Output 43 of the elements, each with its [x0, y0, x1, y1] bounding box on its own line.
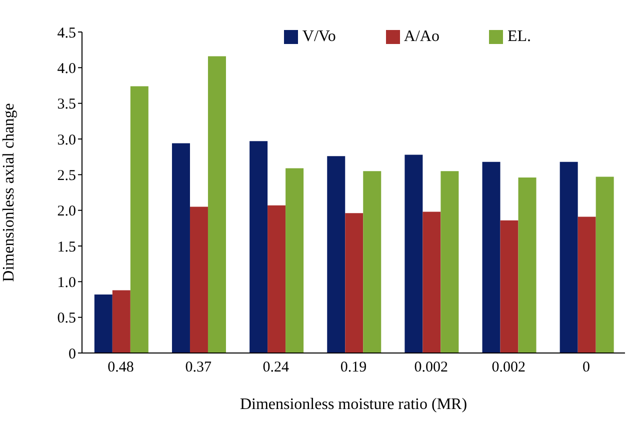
y-tick-label: 4.0: [57, 60, 76, 77]
y-tick-label: 4.5: [57, 25, 76, 42]
bar: [130, 86, 148, 353]
bar: [440, 171, 459, 353]
y-tick-label: 0: [68, 346, 76, 362]
bar: [190, 206, 208, 353]
legend-label: A/Ao: [404, 28, 440, 45]
x-tick-label: 0.48: [108, 360, 134, 376]
x-tick-label: 0.002: [492, 360, 526, 376]
x-axis-title: Dimensionless moisture ratio (MR): [240, 396, 468, 413]
y-tick-label: 1.0: [57, 274, 76, 291]
y-tick-label: 2.0: [57, 204, 76, 220]
y-tick-label: 2.5: [57, 168, 76, 184]
x-tick-label: 0.002: [414, 360, 448, 376]
bar: [560, 162, 578, 353]
bar: [268, 205, 286, 353]
legend-label: EL.: [507, 28, 531, 45]
bar: [345, 213, 364, 353]
bar: [518, 178, 536, 353]
bar: [250, 141, 268, 353]
y-tick-label: 1.5: [57, 239, 76, 256]
y-tick-label: 0.5: [57, 310, 76, 327]
bar: [94, 294, 112, 353]
bar: [578, 216, 596, 353]
y-tick-label: 3.0: [57, 132, 76, 148]
x-tick-label: 0.19: [340, 360, 367, 376]
bar: [404, 154, 423, 353]
x-tick-label: 0.37: [185, 360, 212, 376]
bar: [172, 143, 190, 353]
x-tick-label: 0: [582, 360, 590, 376]
legend-label: V/Vo: [302, 28, 336, 45]
bar: [482, 162, 500, 353]
x-tick-label: 0.24: [262, 360, 290, 376]
bar: [286, 168, 304, 353]
y-axis-title: Dimensionless axial change: [0, 103, 18, 282]
bar: [500, 220, 518, 353]
bar: [422, 212, 441, 353]
y-tick-label: 3.5: [57, 96, 76, 113]
bar: [208, 56, 226, 353]
bar: [112, 290, 130, 353]
bar: [596, 176, 614, 353]
bar: [363, 171, 382, 353]
bar: [327, 156, 346, 353]
